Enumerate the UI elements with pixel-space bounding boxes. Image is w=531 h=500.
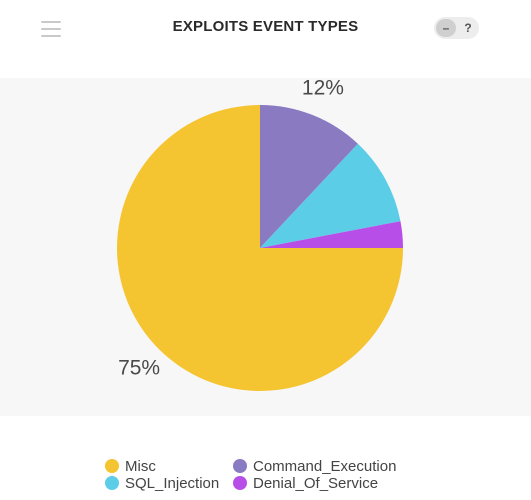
legend-swatch-sql-injection — [105, 476, 119, 490]
legend-item-denial-of-service[interactable]: Denial_Of_Service — [233, 474, 378, 492]
pie-chart: 12% 75% — [117, 77, 403, 391]
chart-area: 12% 75% — [0, 77, 531, 416]
legend-swatch-denial-of-service — [233, 476, 247, 490]
pie-slice-denial-of-service[interactable] — [260, 221, 403, 248]
legend-item-command-execution[interactable]: Command_Execution — [233, 457, 396, 475]
widget-title: EXPLOITS EVENT TYPES — [172, 18, 359, 35]
pie-slice-misc[interactable] — [117, 105, 403, 391]
minimize-button[interactable]: – — [436, 19, 456, 37]
legend-swatch-misc — [105, 459, 119, 473]
legend-item-sql-injection[interactable]: SQL_Injection — [105, 474, 219, 492]
slice-label-command-execution: 12% — [302, 78, 344, 100]
legend-swatch-command-execution — [233, 459, 247, 473]
widget-header: EXPLOITS EVENT TYPES – ? — [0, 0, 531, 58]
legend-item-misc[interactable]: Misc — [105, 457, 156, 475]
pie-slice-command-execution[interactable] — [260, 105, 358, 248]
legend-label-sql-injection: SQL_Injection — [125, 474, 220, 492]
hamburger-menu-icon[interactable] — [41, 20, 61, 38]
chart-legend: Misc Command_Execution SQL_Injection Den… — [0, 448, 531, 494]
pie-slice-sql-injection[interactable] — [260, 143, 401, 248]
widget-controls: – ? — [434, 17, 479, 39]
legend-label-command-execution: Command_Execution — [253, 457, 397, 475]
legend-label-denial-of-service: Denial_Of_Service — [253, 474, 379, 492]
slice-label-misc: 75% — [118, 356, 160, 379]
help-button[interactable]: ? — [464, 21, 472, 35]
legend-label-misc: Misc — [125, 457, 156, 475]
